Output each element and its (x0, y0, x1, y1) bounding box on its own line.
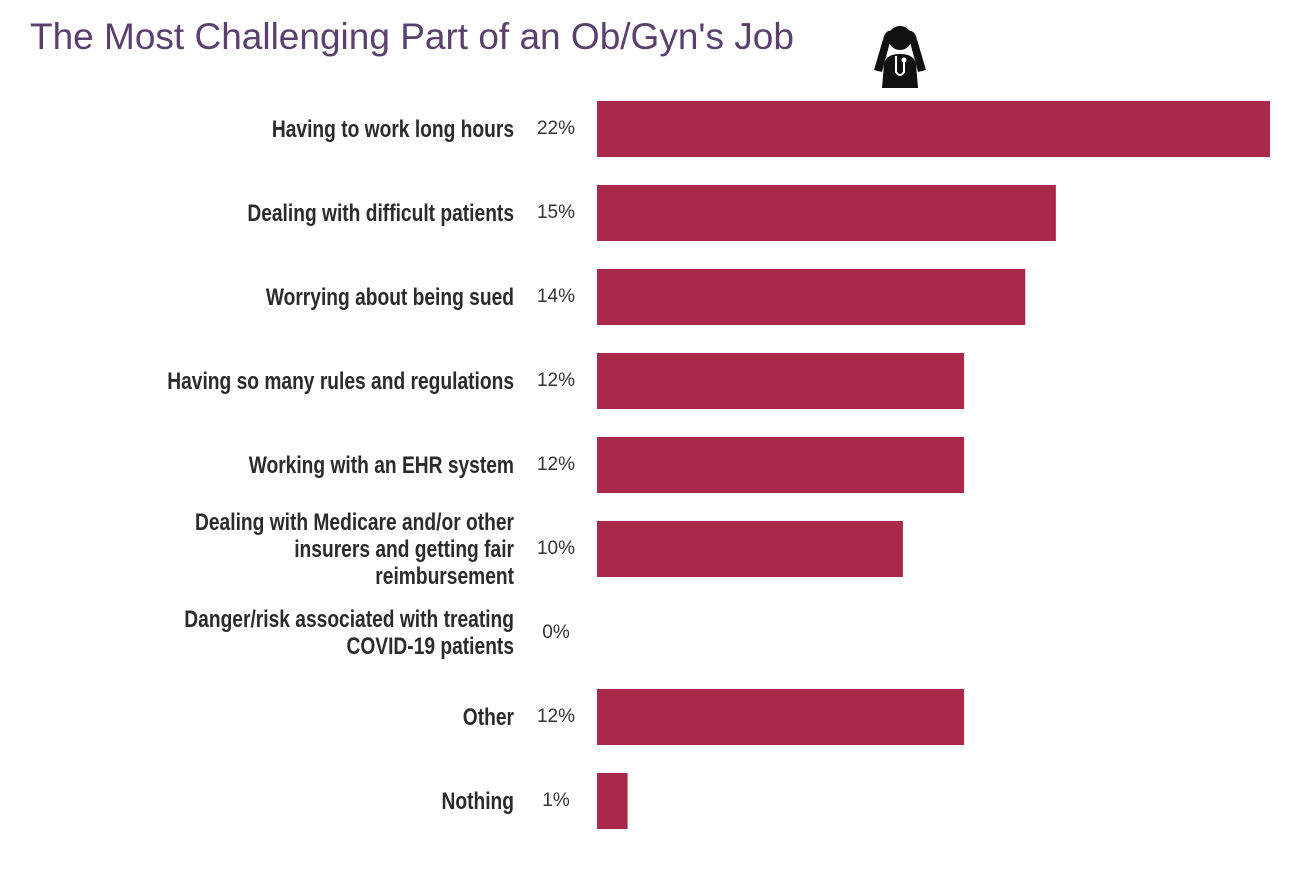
bar (597, 437, 965, 493)
value-label: 10% (537, 538, 575, 559)
category-label: Worrying about being sued (265, 283, 514, 311)
value-label: 14% (537, 286, 575, 307)
bar (597, 773, 628, 829)
value-label: 15% (537, 202, 575, 223)
value-label: 1% (542, 790, 570, 811)
bar (597, 185, 1056, 241)
category-label: Nothing (441, 787, 514, 815)
bar (597, 353, 965, 409)
value-label: 12% (537, 454, 575, 475)
category-label: Other (462, 703, 514, 731)
value-label: 22% (537, 118, 575, 139)
category-label: Having so many rules and regulations (167, 367, 515, 395)
category-label: Dealing with difficult patients (247, 199, 514, 227)
bar (597, 521, 903, 577)
bar (597, 689, 965, 745)
category-label: Working with an EHR system (248, 451, 514, 479)
category-label: Having to work long hours (271, 115, 514, 143)
doctor-icon (874, 26, 926, 88)
value-label: 12% (537, 370, 575, 391)
bar (597, 269, 1026, 325)
category-label: Dealing with Medicare and/or other insur… (195, 508, 514, 590)
value-label: 12% (537, 706, 575, 727)
category-label: Danger/risk associated with treating COV… (184, 606, 514, 660)
chart-title: The Most Challenging Part of an Ob/Gyn's… (30, 16, 794, 57)
bar (597, 101, 1270, 157)
value-label: 0% (542, 622, 570, 643)
